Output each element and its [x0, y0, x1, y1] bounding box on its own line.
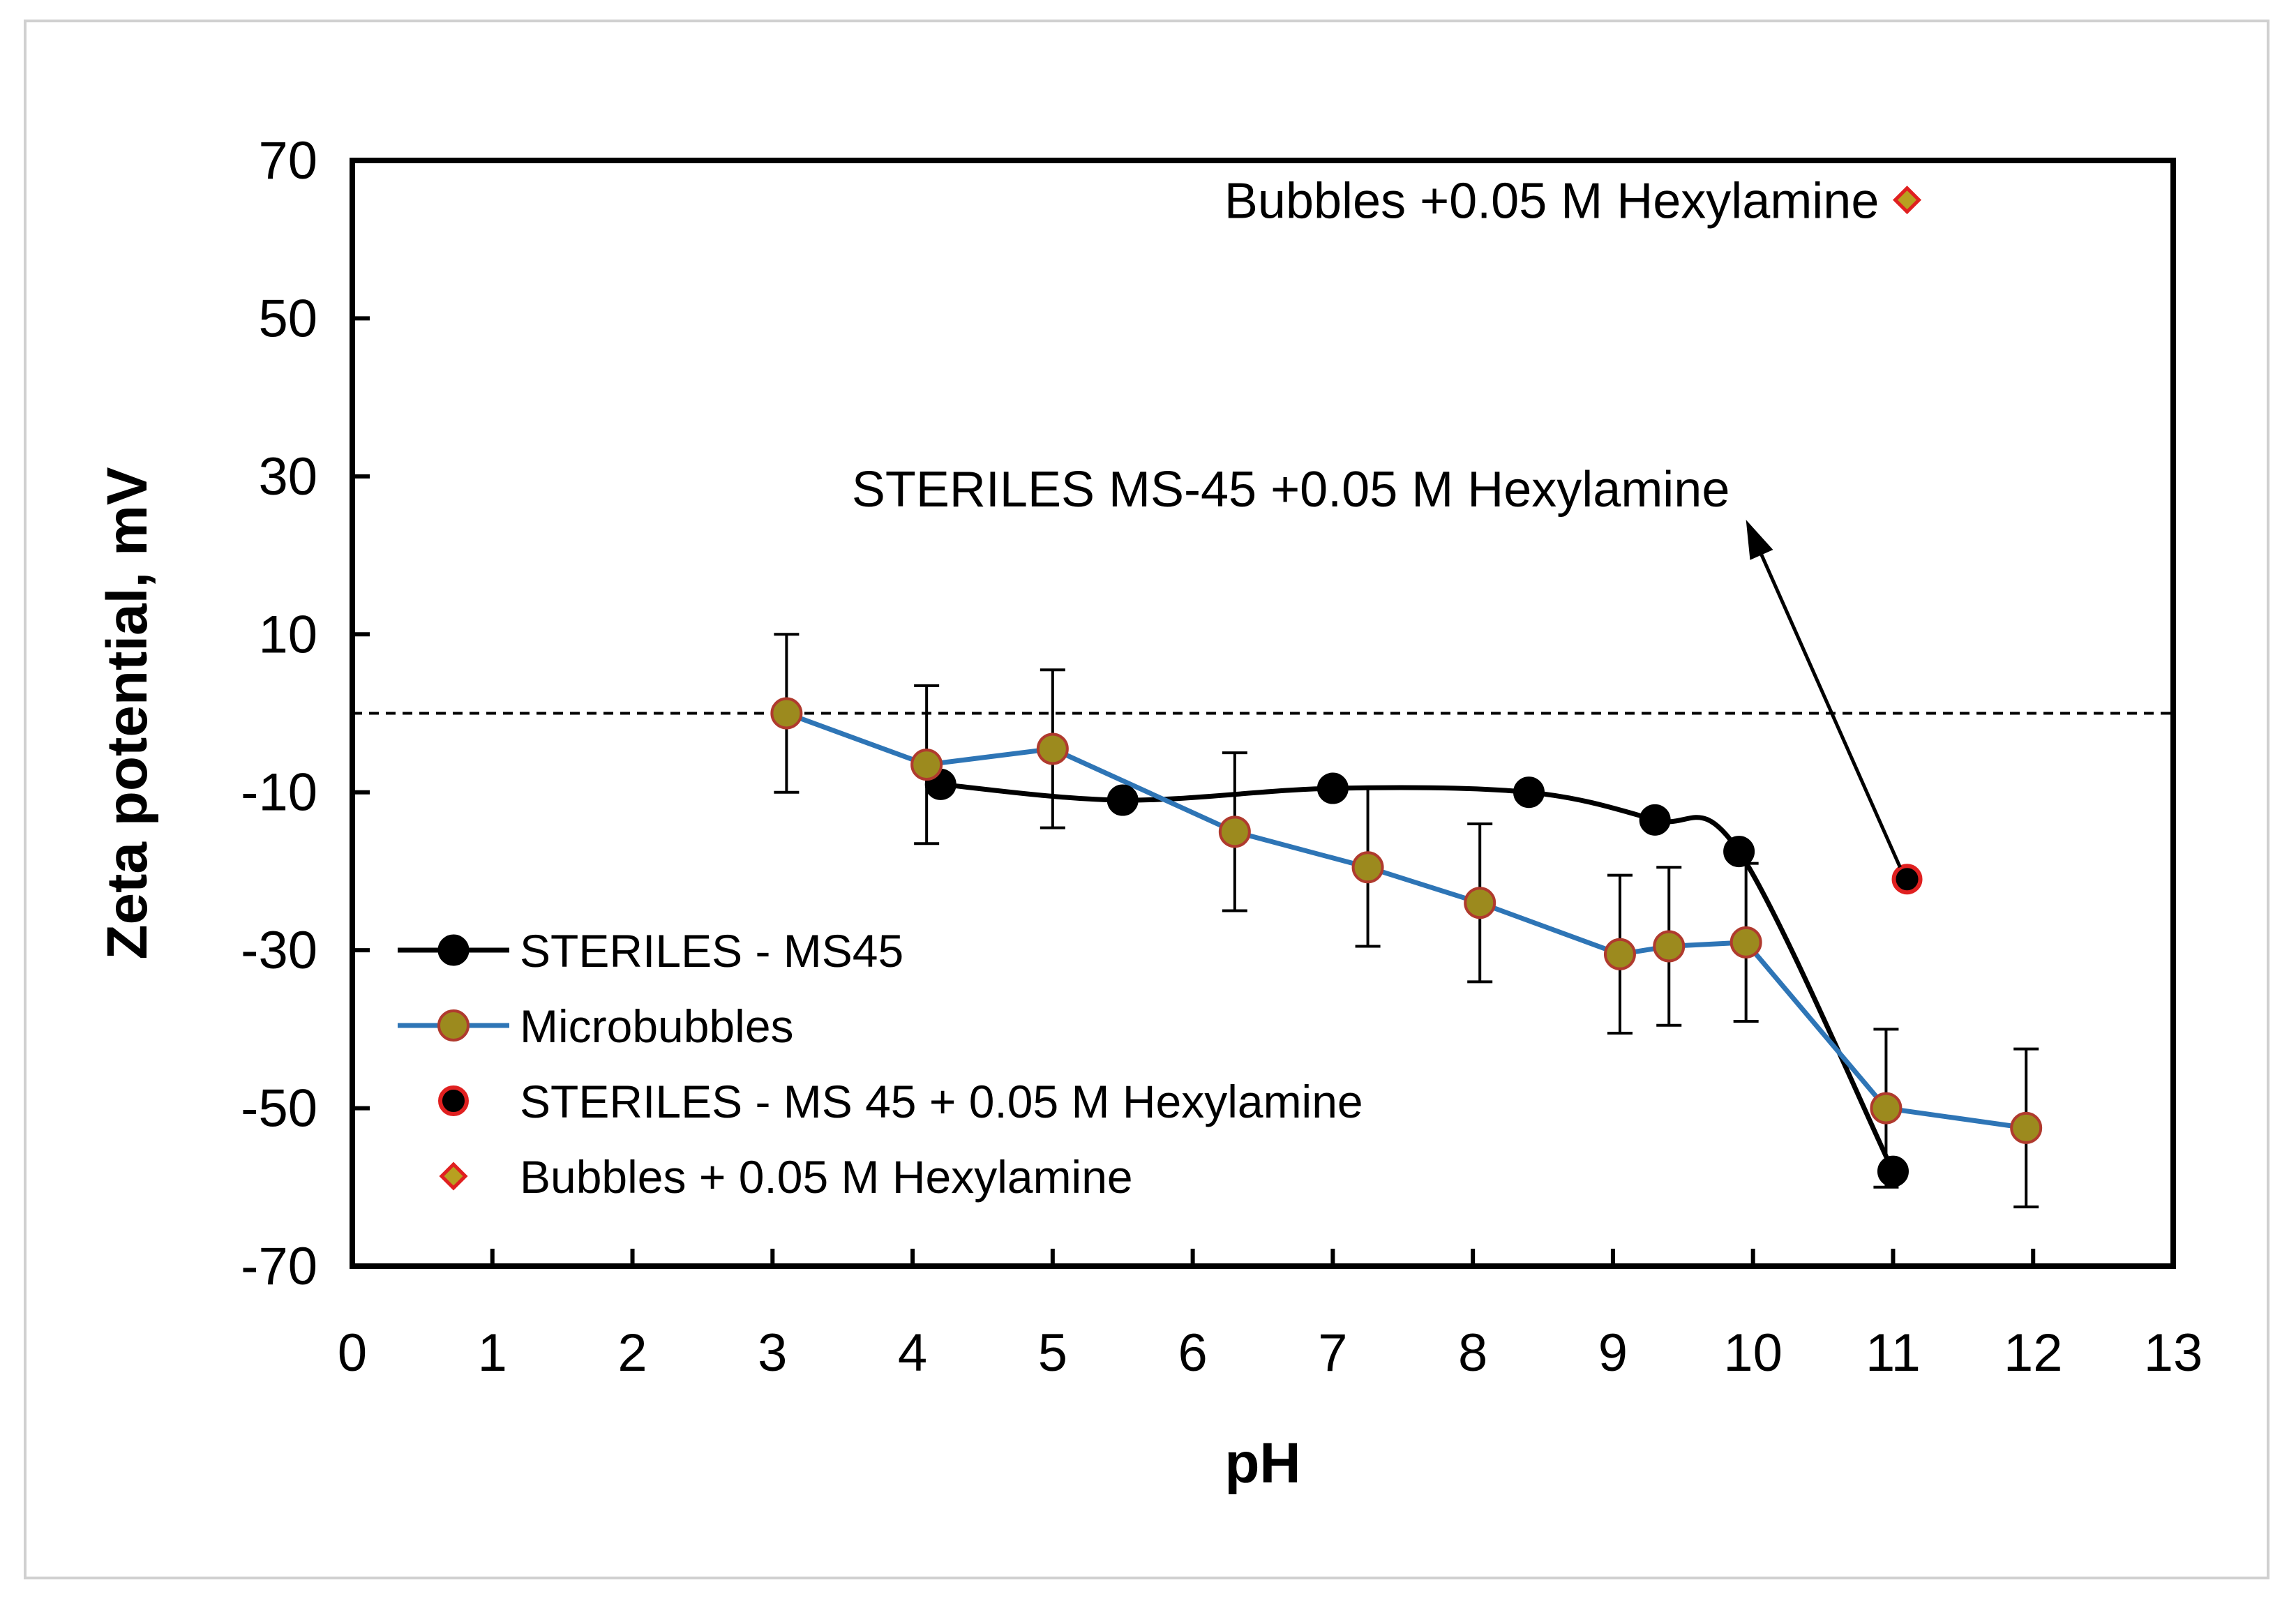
legend-marker-microbubbles [437, 1009, 470, 1042]
point-microbubbles [1729, 926, 1762, 959]
point-microbubbles [1653, 930, 1686, 963]
x-tick-label: 11 [1866, 1323, 1921, 1383]
x-tick-label: 0 [338, 1323, 367, 1383]
x-tick-label: 7 [1318, 1323, 1347, 1383]
legend-label-steriles-ms45: STERILES - MS45 [520, 925, 903, 977]
legend-label-microbubbles: Microbubbles [520, 1000, 794, 1052]
legend-entry-bubbles-hexylamine: Bubbles + 0.05 M Hexylamine [439, 1151, 1133, 1203]
point-microbubbles [1036, 732, 1069, 765]
x-tick-label: 8 [1458, 1323, 1487, 1383]
y-tick-label: -30 [241, 921, 317, 980]
x-tick-label: 2 [617, 1323, 647, 1383]
point-steriles-ms45 [1106, 784, 1139, 816]
point-microbubbles [1603, 938, 1636, 970]
legend-entry-steriles-hexylamine: STERILES - MS 45 + 0.05 M Hexylamine [438, 1076, 1363, 1127]
point-microbubbles [910, 749, 943, 781]
y-tick-label: -10 [241, 763, 317, 822]
point-steriles-ms45 [1723, 836, 1755, 868]
x-tick-label: 6 [1178, 1323, 1207, 1383]
x-tick-label: 9 [1598, 1323, 1628, 1383]
y-axis-label: Zeta potential, mV [96, 467, 159, 960]
y-tick-label: 30 [258, 447, 317, 506]
point-steriles-ms45 [1639, 804, 1671, 836]
point-microbubbles [2010, 1111, 2043, 1144]
x-tick-label: 3 [758, 1323, 787, 1383]
legend-entry-steriles-ms45: STERILES - MS45 [398, 925, 903, 977]
y-tick-label: 70 [258, 131, 317, 190]
point-bubbles-hexylamine [1893, 186, 1922, 215]
annotation-arrow [1759, 554, 1902, 869]
legend-entry-microbubbles: Microbubbles [398, 1000, 794, 1052]
point-steriles-ms45 [1316, 772, 1349, 804]
point-microbubbles [1464, 887, 1496, 919]
x-tick-label: 12 [2004, 1323, 2063, 1383]
x-tick-label: 13 [2144, 1323, 2203, 1383]
y-tick-label: -50 [241, 1079, 317, 1138]
data-markers [770, 186, 2043, 1187]
legend-label-steriles-hexylamine: STERILES - MS 45 + 0.05 M Hexylamine [520, 1076, 1363, 1127]
legend-label-bubbles-hexylamine: Bubbles + 0.05 M Hexylamine [520, 1151, 1133, 1203]
x-axis-label: pH [1224, 1431, 1300, 1495]
x-tick-label: 10 [1723, 1323, 1783, 1383]
point-microbubbles [1870, 1092, 1903, 1125]
point-steriles-hexylamine [1891, 864, 1923, 895]
x-tick-label: 5 [1038, 1323, 1067, 1383]
x-tick-label: 4 [898, 1323, 927, 1383]
plot-frame [350, 158, 2176, 1269]
x-axis-ticks: 0 1 2 3 4 5 6 7 8 9 10 11 12 13 [338, 1249, 2203, 1383]
annotation-arrowhead [1746, 520, 1773, 560]
annotation-steriles-hexylamine: STERILES MS-45 +0.05 M Hexylamine [852, 462, 1730, 518]
y-axis-ticks: 70 50 30 10 -10 -30 -50 -70 [241, 131, 370, 1296]
y-tick-label: 10 [258, 605, 317, 664]
legend-marker-bubbles-hexylamine [439, 1162, 468, 1191]
point-microbubbles [1218, 815, 1251, 848]
annotation-bubbles-hexylamine: Bubbles +0.05 M Hexylamine [1224, 174, 1879, 230]
point-steriles-ms45 [1513, 776, 1545, 809]
y-tick-label: 50 [258, 289, 317, 348]
legend: STERILES - MS45 Microbubbles STERILES - … [398, 925, 1363, 1203]
legend-marker-steriles-hexylamine [438, 1085, 469, 1116]
point-steriles-ms45 [1877, 1155, 1909, 1187]
legend-marker-steriles-ms45 [437, 934, 470, 966]
point-microbubbles [1351, 851, 1384, 884]
annotations: Bubbles +0.05 M Hexylamine STERILES MS-4… [852, 174, 1902, 869]
x-tick-label: 1 [478, 1323, 507, 1383]
y-tick-label: -70 [241, 1237, 317, 1296]
point-microbubbles [770, 697, 803, 730]
